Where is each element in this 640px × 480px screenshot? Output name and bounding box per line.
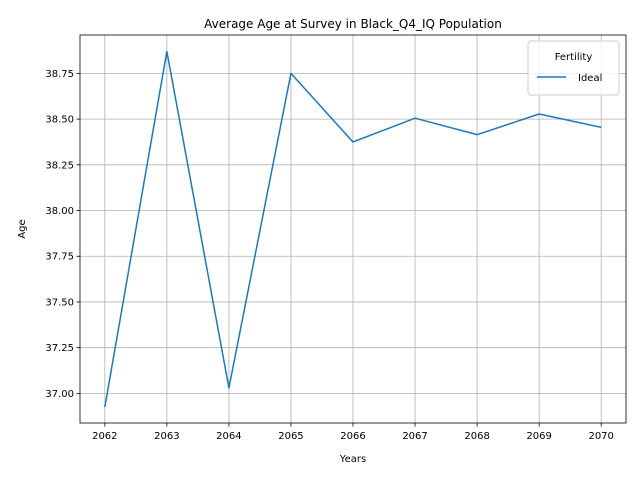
y-axis-label: Age: [17, 219, 28, 238]
legend-box: [527, 40, 620, 96]
x-tick-label: 2064: [216, 431, 241, 442]
y-tick-label: 37.25: [45, 343, 74, 354]
x-axis-label: Years: [339, 454, 366, 465]
x-tick-label: 2068: [464, 431, 489, 442]
y-tick-label: 38.50: [45, 115, 74, 126]
x-tick-label: 2070: [588, 431, 613, 442]
legend: Fertility Ideal: [527, 40, 620, 96]
y-tick-label: 37.50: [45, 297, 74, 308]
chart-title: Average Age at Survey in Black_Q4_IQ Pop…: [204, 17, 502, 31]
y-tick-label: 37.00: [45, 389, 74, 400]
x-tick-label: 2067: [402, 431, 427, 442]
x-tick-label: 2069: [526, 431, 551, 442]
x-tick-label: 2062: [92, 431, 117, 442]
x-tick-label: 2065: [278, 431, 303, 442]
y-tick-label: 38.00: [45, 206, 74, 217]
x-tick-label: 2066: [340, 431, 365, 442]
y-tick-label: 38.75: [45, 69, 74, 80]
legend-title: Fertility: [555, 52, 593, 63]
y-axis: 37.00 37.25 37.50 37.75 38.00 38.25 38.50 38.75: [45, 69, 80, 400]
series-layer: [104, 50, 602, 408]
grid: [80, 35, 626, 423]
x-tick-label: 2063: [154, 431, 179, 442]
y-tick-label: 38.25: [45, 160, 74, 171]
y-tick-label: 37.75: [45, 252, 74, 263]
x-axis: 2062 2063 2064 2065 2066 2067 2068 2069 2070: [92, 423, 614, 442]
legend-label-ideal: Ideal: [578, 73, 602, 84]
